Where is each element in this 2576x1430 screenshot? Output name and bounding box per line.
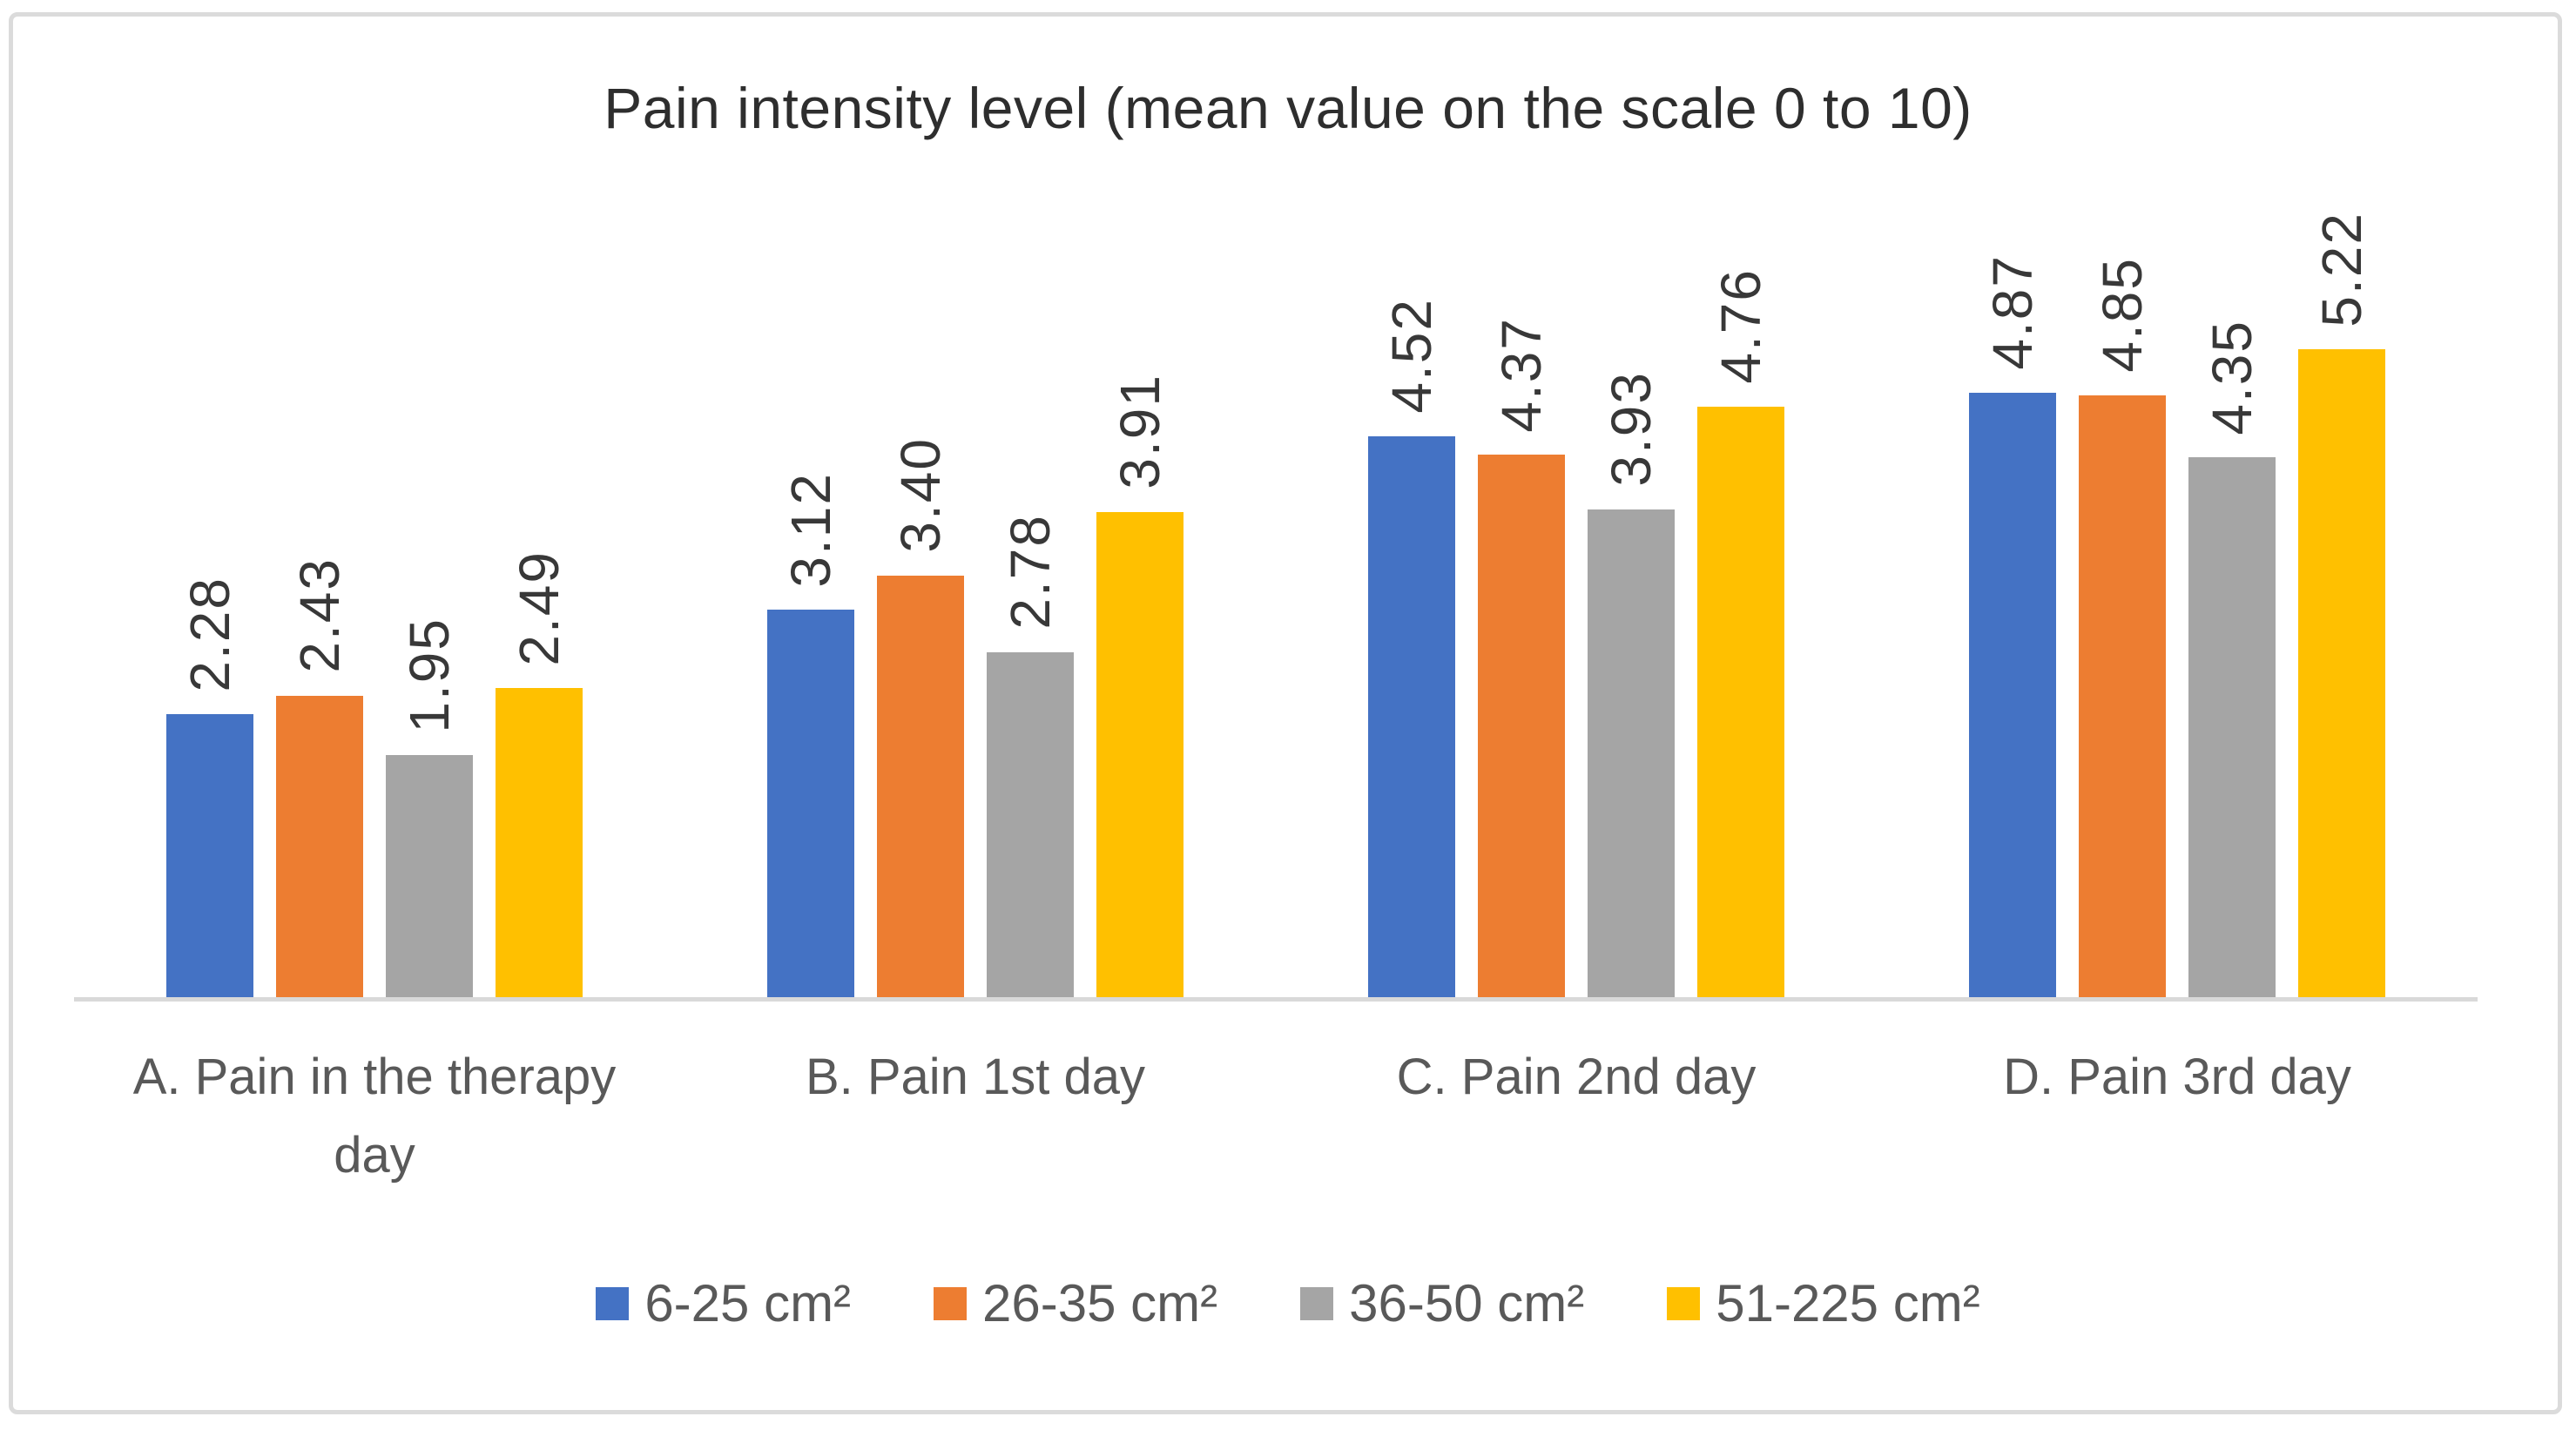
bar-series1-cat2: 3.12	[767, 472, 854, 997]
bar-group-3: 4.52 4.37 3.93 4.76	[1276, 268, 1877, 997]
bar-series4-cat2: 3.91	[1096, 374, 1183, 997]
legend-swatch-icon	[1300, 1286, 1334, 1320]
bar-value-label: 4.35	[2201, 319, 2263, 435]
bar-series2-cat3: 4.37	[1478, 317, 1565, 997]
bar-series2-cat2: 3.40	[877, 437, 964, 997]
category-label-text: C. Pain 2nd day	[1396, 1049, 1757, 1105]
category-label-4: D. Pain 3rd day	[1877, 1038, 2478, 1195]
bar-series3-cat4: 4.35	[2188, 320, 2276, 997]
bar-series3-cat3: 3.93	[1588, 371, 1675, 997]
bar-value-label: 3.40	[889, 436, 952, 553]
legend: 6-25 cm² 26-35 cm² 36-50 cm² 51-225 cm²	[0, 1273, 2576, 1333]
bar-value-label: 4.85	[2091, 257, 2154, 373]
bar-value-label: 5.22	[2310, 211, 2373, 327]
bar-value-label: 2.28	[179, 576, 241, 692]
bar-value-label: 4.37	[1490, 316, 1553, 433]
bar-value-label: 4.52	[1380, 298, 1443, 414]
bar-value-label: 3.93	[1600, 371, 1662, 487]
bar-series4-cat1: 2.49	[496, 550, 583, 997]
bar-value-label: 2.43	[288, 557, 351, 673]
bar-group-1: 2.28 2.43 1.95 2.49	[74, 335, 675, 997]
bar-series1-cat4: 4.87	[1969, 254, 2056, 997]
bar-group-4: 4.87 4.85 4.35 5.22	[1877, 212, 2478, 997]
bar-series3-cat2: 2.78	[987, 514, 1074, 997]
bar-value-label: 3.12	[779, 471, 842, 588]
bar-value-label: 1.95	[398, 617, 461, 733]
legend-item-label: 6-25 cm²	[644, 1274, 852, 1332]
category-label-text: B. Pain 1st day	[805, 1049, 1146, 1105]
bar-series4-cat4: 5.22	[2298, 212, 2385, 997]
bar-value-label: 3.91	[1109, 374, 1171, 489]
bar-series3-cat1: 1.95	[386, 617, 473, 997]
legend-swatch-icon	[596, 1286, 630, 1320]
bar-series2-cat1: 2.43	[276, 557, 363, 997]
legend-item-label: 26-35 cm²	[982, 1274, 1218, 1332]
plot-area: 2.28 2.43 1.95 2.49 3.12 3.40 2.78 3.91 4.52 4.37…	[74, 212, 2478, 1002]
legend-item-label: 36-50 cm²	[1349, 1274, 1585, 1332]
category-label-3: C. Pain 2nd day	[1276, 1038, 1877, 1195]
bar-value-label: 2.49	[508, 550, 570, 666]
bar-value-label: 4.87	[1981, 254, 2044, 371]
bar-series2-cat4: 4.85	[2079, 257, 2166, 997]
legend-swatch-icon	[934, 1286, 968, 1320]
legend-item-2: 26-35 cm²	[934, 1273, 1217, 1333]
category-label-1: A. Pain in the therapy day	[74, 1038, 675, 1195]
category-label-2: B. Pain 1st day	[675, 1038, 1276, 1195]
legend-item-4: 51-225 cm²	[1667, 1273, 1980, 1333]
bar-series4-cat3: 4.76	[1697, 268, 1784, 997]
bar-value-label: 2.78	[999, 514, 1062, 630]
legend-item-1: 6-25 cm²	[596, 1273, 851, 1333]
bar-value-label: 4.76	[1709, 268, 1772, 384]
bar-group-2: 3.12 3.40 2.78 3.91	[675, 335, 1276, 997]
category-label-text: D. Pain 3rd day	[2003, 1049, 2351, 1105]
legend-swatch-icon	[1667, 1286, 1701, 1320]
bar-series1-cat1: 2.28	[166, 577, 253, 997]
chart-title: Pain intensity level (mean value on the …	[604, 76, 1972, 140]
x-axis-category-labels: A. Pain in the therapy day B. Pain 1st da…	[74, 1038, 2478, 1195]
category-label-text: A. Pain in the therapy day	[132, 1049, 617, 1184]
bar-series1-cat3: 4.52	[1368, 298, 1455, 997]
legend-item-label: 51-225 cm²	[1716, 1274, 1980, 1332]
legend-item-3: 36-50 cm²	[1300, 1273, 1584, 1333]
